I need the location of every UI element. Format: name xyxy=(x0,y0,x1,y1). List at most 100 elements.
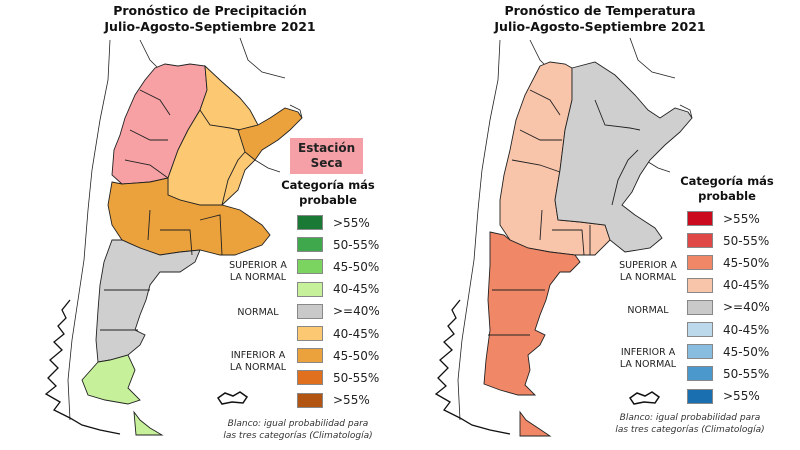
legend-swatch xyxy=(687,233,713,249)
legend-item: 45-50% xyxy=(297,258,379,275)
group-label-above-normal: SUPERIOR A LA NORMAL xyxy=(218,260,298,284)
legend-label: 50-55% xyxy=(333,237,380,252)
neighbor-borders xyxy=(457,37,693,421)
precipitation-map xyxy=(44,37,303,436)
legend-label: 40-45% xyxy=(333,326,380,341)
temperature-panel: Pronóstico de Temperatura Julio-Agosto-S… xyxy=(400,0,800,450)
legend-item: 50-55% xyxy=(687,365,769,382)
legend-label: 45-50% xyxy=(333,259,380,274)
precipitation-note: Blanco: igual probabilidad para las tres… xyxy=(198,418,398,442)
legend-swatch xyxy=(297,326,323,341)
group-label-above-normal: SUPERIOR A LA NORMAL xyxy=(608,260,688,284)
group-label-line: SUPERIOR A xyxy=(619,260,677,271)
temperature-note: Blanco: igual probabilidad para las tres… xyxy=(590,412,790,436)
neighbor-borders xyxy=(67,37,303,421)
legend-swatch xyxy=(687,344,713,360)
legend-item: 50-55% xyxy=(687,232,769,249)
group-label-normal: NORMAL xyxy=(627,305,669,316)
legend-label: 50-55% xyxy=(333,370,380,385)
precipitation-title-line1: Pronóstico de Precipitación xyxy=(113,3,307,18)
temperature-title-line1: Pronóstico de Temperatura xyxy=(504,3,696,18)
region-prec-below-45-50-northeast xyxy=(237,107,303,161)
legend-item: 50-55% xyxy=(297,236,379,253)
note-line1: Blanco: igual probabilidad para xyxy=(227,419,369,429)
legend-title-line2: probable xyxy=(299,193,357,207)
legend-item: 40-45% xyxy=(687,321,769,338)
legend-item: >=40% xyxy=(297,303,380,320)
legend-label: >=40% xyxy=(333,304,380,319)
province-borders-left xyxy=(100,89,246,331)
legend-swatch xyxy=(687,366,713,382)
legend-label: 50-55% xyxy=(723,233,770,248)
temperature-title-line2: Julio-Agosto-Septiembre 2021 xyxy=(494,19,706,34)
legend-label: 45-50% xyxy=(723,344,770,359)
legend-item: >55% xyxy=(297,392,370,409)
legend-title-line2: probable xyxy=(698,189,756,203)
falkland-islands xyxy=(628,391,661,405)
dry-season-label-line2: Seca xyxy=(310,156,343,170)
precipitation-title-line2: Julio-Agosto-Septiembre 2021 xyxy=(104,19,316,34)
legend-swatch xyxy=(687,211,713,226)
legend-label: >55% xyxy=(723,389,760,404)
group-label-line: LA NORMAL xyxy=(619,272,677,283)
group-label-line: LA NORMAL xyxy=(619,359,677,370)
legend-swatch xyxy=(687,277,713,293)
legend-swatch xyxy=(297,281,323,297)
region-temp-normal xyxy=(554,61,693,253)
legend-item: >55% xyxy=(687,210,760,227)
legend-item: >55% xyxy=(687,388,760,405)
legend-swatch xyxy=(297,303,323,319)
temperature-map xyxy=(434,37,693,437)
legend-item: 40-45% xyxy=(297,281,379,298)
chile-coastline xyxy=(44,299,121,435)
precipitation-panel: Pronóstico de Precipitación Julio-Agosto… xyxy=(44,3,398,442)
legend-label: >55% xyxy=(723,211,760,226)
legend-swatch xyxy=(297,370,323,386)
legend-label: 40-45% xyxy=(333,282,380,297)
group-label-line: LA NORMAL xyxy=(229,272,287,283)
legend-swatch xyxy=(687,322,713,337)
legend-item: 45-50% xyxy=(297,347,379,364)
legend-title-line1: Categoría más xyxy=(680,174,774,188)
legend-swatch xyxy=(297,215,323,230)
legend-swatch xyxy=(297,237,323,253)
legend-swatch xyxy=(297,259,323,275)
chile-coastline xyxy=(434,299,511,435)
legend-swatch xyxy=(687,255,713,271)
legend-label: >55% xyxy=(333,215,370,230)
legend-item: >55% xyxy=(297,214,370,231)
group-label-line: INFERIOR A xyxy=(620,347,676,358)
legend-label: 45-50% xyxy=(723,255,770,270)
group-label-normal: NORMAL xyxy=(237,307,279,318)
temperature-title: Pronóstico de Temperatura Julio-Agosto-S… xyxy=(390,3,800,35)
precipitation-legend-title: Categoría más probable xyxy=(268,178,388,208)
note-line1: Blanco: igual probabilidad para xyxy=(619,413,761,423)
region-tierra-del-fuego-prec xyxy=(133,410,164,436)
note-line2: las tres categorías (Climatología) xyxy=(223,431,373,441)
region-temp-above-45-50 xyxy=(483,231,581,396)
note-line2: las tres categorías (Climatología) xyxy=(615,425,765,435)
legend-label: 40-45% xyxy=(723,278,770,293)
legend-label: >55% xyxy=(333,393,370,408)
legend-label: >=40% xyxy=(723,300,770,315)
legend-item: 40-45% xyxy=(687,277,769,294)
legend-swatch xyxy=(297,392,323,408)
legend-label: 45-50% xyxy=(333,348,380,363)
dry-season-label: Estación Seca xyxy=(290,138,364,174)
legend-label: 50-55% xyxy=(723,366,770,381)
legend-item: 45-50% xyxy=(687,343,769,360)
group-label-line: SUPERIOR A xyxy=(229,260,287,271)
legend-swatch xyxy=(687,299,713,315)
legend-label: 40-45% xyxy=(723,322,770,337)
province-borders-right xyxy=(488,89,641,336)
legend-item: 45-50% xyxy=(687,254,769,271)
group-label-below-normal: INFERIOR A LA NORMAL xyxy=(218,350,298,374)
group-label-below-normal: INFERIOR A LA NORMAL xyxy=(608,347,688,371)
legend-item: >=40% xyxy=(687,299,770,316)
legend-swatch xyxy=(687,388,713,404)
legend-item: 50-55% xyxy=(297,369,379,386)
falkland-islands xyxy=(216,391,249,405)
region-tierra-del-fuego-temp xyxy=(519,410,552,437)
precipitation-title: Pronóstico de Precipitación Julio-Agosto… xyxy=(0,3,420,35)
legend-swatch xyxy=(297,348,323,364)
